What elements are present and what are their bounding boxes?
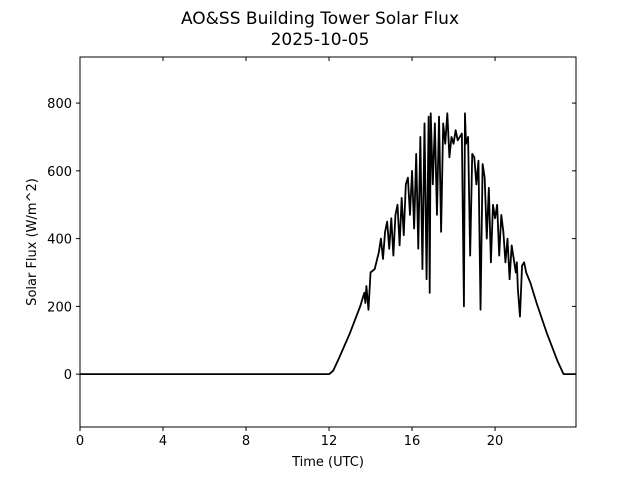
y-tick-label: 0 bbox=[64, 368, 72, 383]
x-axis-label: Time (UTC) bbox=[291, 455, 364, 470]
y-tick-label: 200 bbox=[47, 300, 72, 315]
chart-title: AO&SS Building Tower Solar Flux bbox=[181, 9, 459, 29]
x-tick-label: 20 bbox=[487, 434, 504, 449]
flux-line bbox=[80, 112, 576, 376]
plot-frame bbox=[79, 56, 577, 428]
y-tick-label: 600 bbox=[47, 165, 72, 180]
y-tick-label: 400 bbox=[47, 233, 72, 248]
x-tick-label: 0 bbox=[76, 434, 84, 449]
chart-subtitle: 2025-10-05 bbox=[271, 30, 370, 50]
x-tick-label: 8 bbox=[242, 434, 250, 449]
x-tick-label: 16 bbox=[404, 434, 421, 449]
y-tick-label: 800 bbox=[47, 97, 72, 112]
x-tick-label: 12 bbox=[321, 434, 338, 449]
x-tick-label: 4 bbox=[159, 434, 167, 449]
y-axis-label: Solar Flux (W/m^2) bbox=[25, 178, 40, 306]
